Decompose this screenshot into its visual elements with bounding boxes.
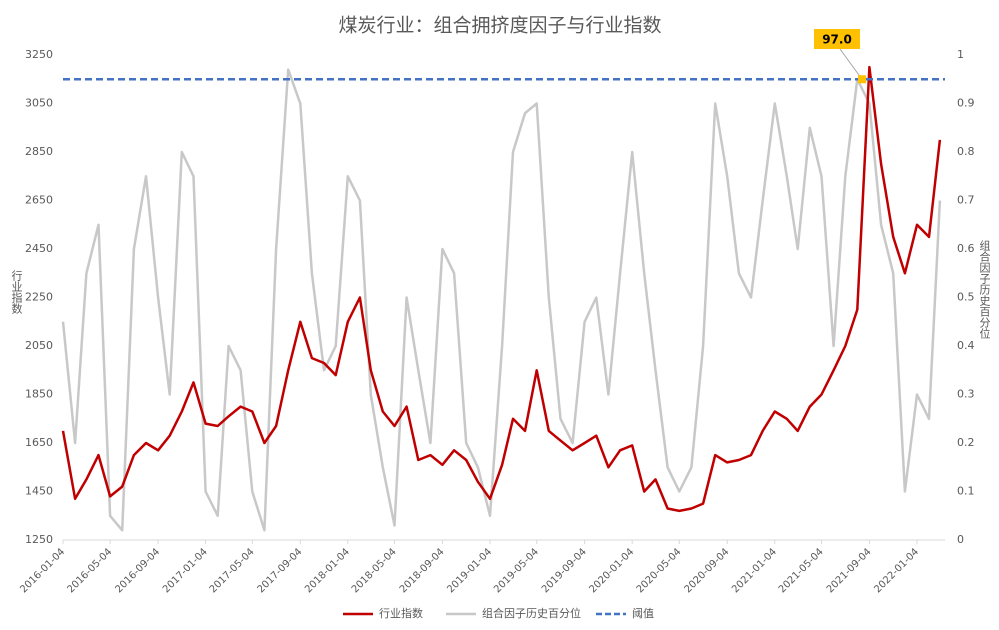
x-tick-label: 2017-05-04 xyxy=(208,546,257,595)
y2-tick-label: 1 xyxy=(957,48,964,61)
y-axis-label: 行业指数 xyxy=(10,270,23,315)
x-tick-label: 2019-01-04 xyxy=(445,546,494,595)
x-tick-label: 2016-05-04 xyxy=(66,546,115,595)
y-tick-label: 2450 xyxy=(25,242,53,255)
y2-tick-label: 0.1 xyxy=(957,485,975,498)
y2-tick-label: 0.7 xyxy=(957,194,975,207)
y-tick-label: 1250 xyxy=(25,533,53,546)
y-tick-label: 1450 xyxy=(25,485,53,498)
y-tick-label: 1850 xyxy=(25,388,53,401)
annotation-marker xyxy=(858,75,867,84)
annotation-label: 97.0 xyxy=(822,33,852,47)
x-tick-label: 2022-01-04 xyxy=(872,546,921,595)
y2-tick-label: 0.3 xyxy=(957,388,975,401)
y2-tick-label: 0.9 xyxy=(957,97,975,110)
x-tick-label: 2018-01-04 xyxy=(303,546,352,595)
y-tick-label: 3250 xyxy=(25,48,53,61)
x-tick-label: 2020-01-04 xyxy=(588,546,637,595)
legend-label: 组合因子历史百分位 xyxy=(482,606,581,620)
y-tick-label: 2850 xyxy=(25,145,53,158)
x-tick-label: 2017-09-04 xyxy=(256,546,305,595)
y-tick-label: 2050 xyxy=(25,339,53,352)
x-tick-label: 2017-01-04 xyxy=(161,546,210,595)
x-tick-label: 2020-05-04 xyxy=(635,546,684,595)
y2-tick-label: 0.4 xyxy=(957,339,975,352)
legend-label: 行业指数 xyxy=(379,606,423,620)
annotation-box xyxy=(814,29,861,49)
x-tick-label: 2016-09-04 xyxy=(113,546,162,595)
x-tick-label: 2019-09-04 xyxy=(540,546,589,595)
x-tick-label: 2018-09-04 xyxy=(398,546,447,595)
y-tick-label: 3050 xyxy=(25,97,53,110)
y-tick-label: 2650 xyxy=(25,194,53,207)
x-tick-label: 2021-09-04 xyxy=(825,546,874,595)
y2-axis-label: 组合因子历史百分位 xyxy=(978,239,991,339)
y-tick-label: 2250 xyxy=(25,291,53,304)
series-line xyxy=(61,65,942,513)
x-tick-label: 2021-05-04 xyxy=(777,546,826,595)
annotation-leader xyxy=(839,48,863,80)
legend-label: 阈值 xyxy=(632,606,654,620)
chart-title: 煤炭行业：组合拥挤度因子与行业指数 xyxy=(338,15,661,37)
series-line xyxy=(61,68,942,532)
x-tick-label: 2019-05-04 xyxy=(492,546,541,595)
y2-tick-label: 0.6 xyxy=(957,242,975,255)
y2-tick-label: 0.8 xyxy=(957,145,975,158)
x-tick-label: 2018-05-04 xyxy=(350,546,399,595)
x-tick-label: 2021-01-04 xyxy=(730,546,779,595)
y2-tick-label: 0 xyxy=(957,533,964,546)
y2-tick-label: 0.2 xyxy=(957,436,975,449)
x-tick-label: 2016-01-04 xyxy=(18,546,67,595)
y2-tick-label: 0.5 xyxy=(957,291,975,304)
y-tick-label: 1650 xyxy=(25,436,53,449)
x-tick-label: 2020-09-04 xyxy=(683,546,732,595)
